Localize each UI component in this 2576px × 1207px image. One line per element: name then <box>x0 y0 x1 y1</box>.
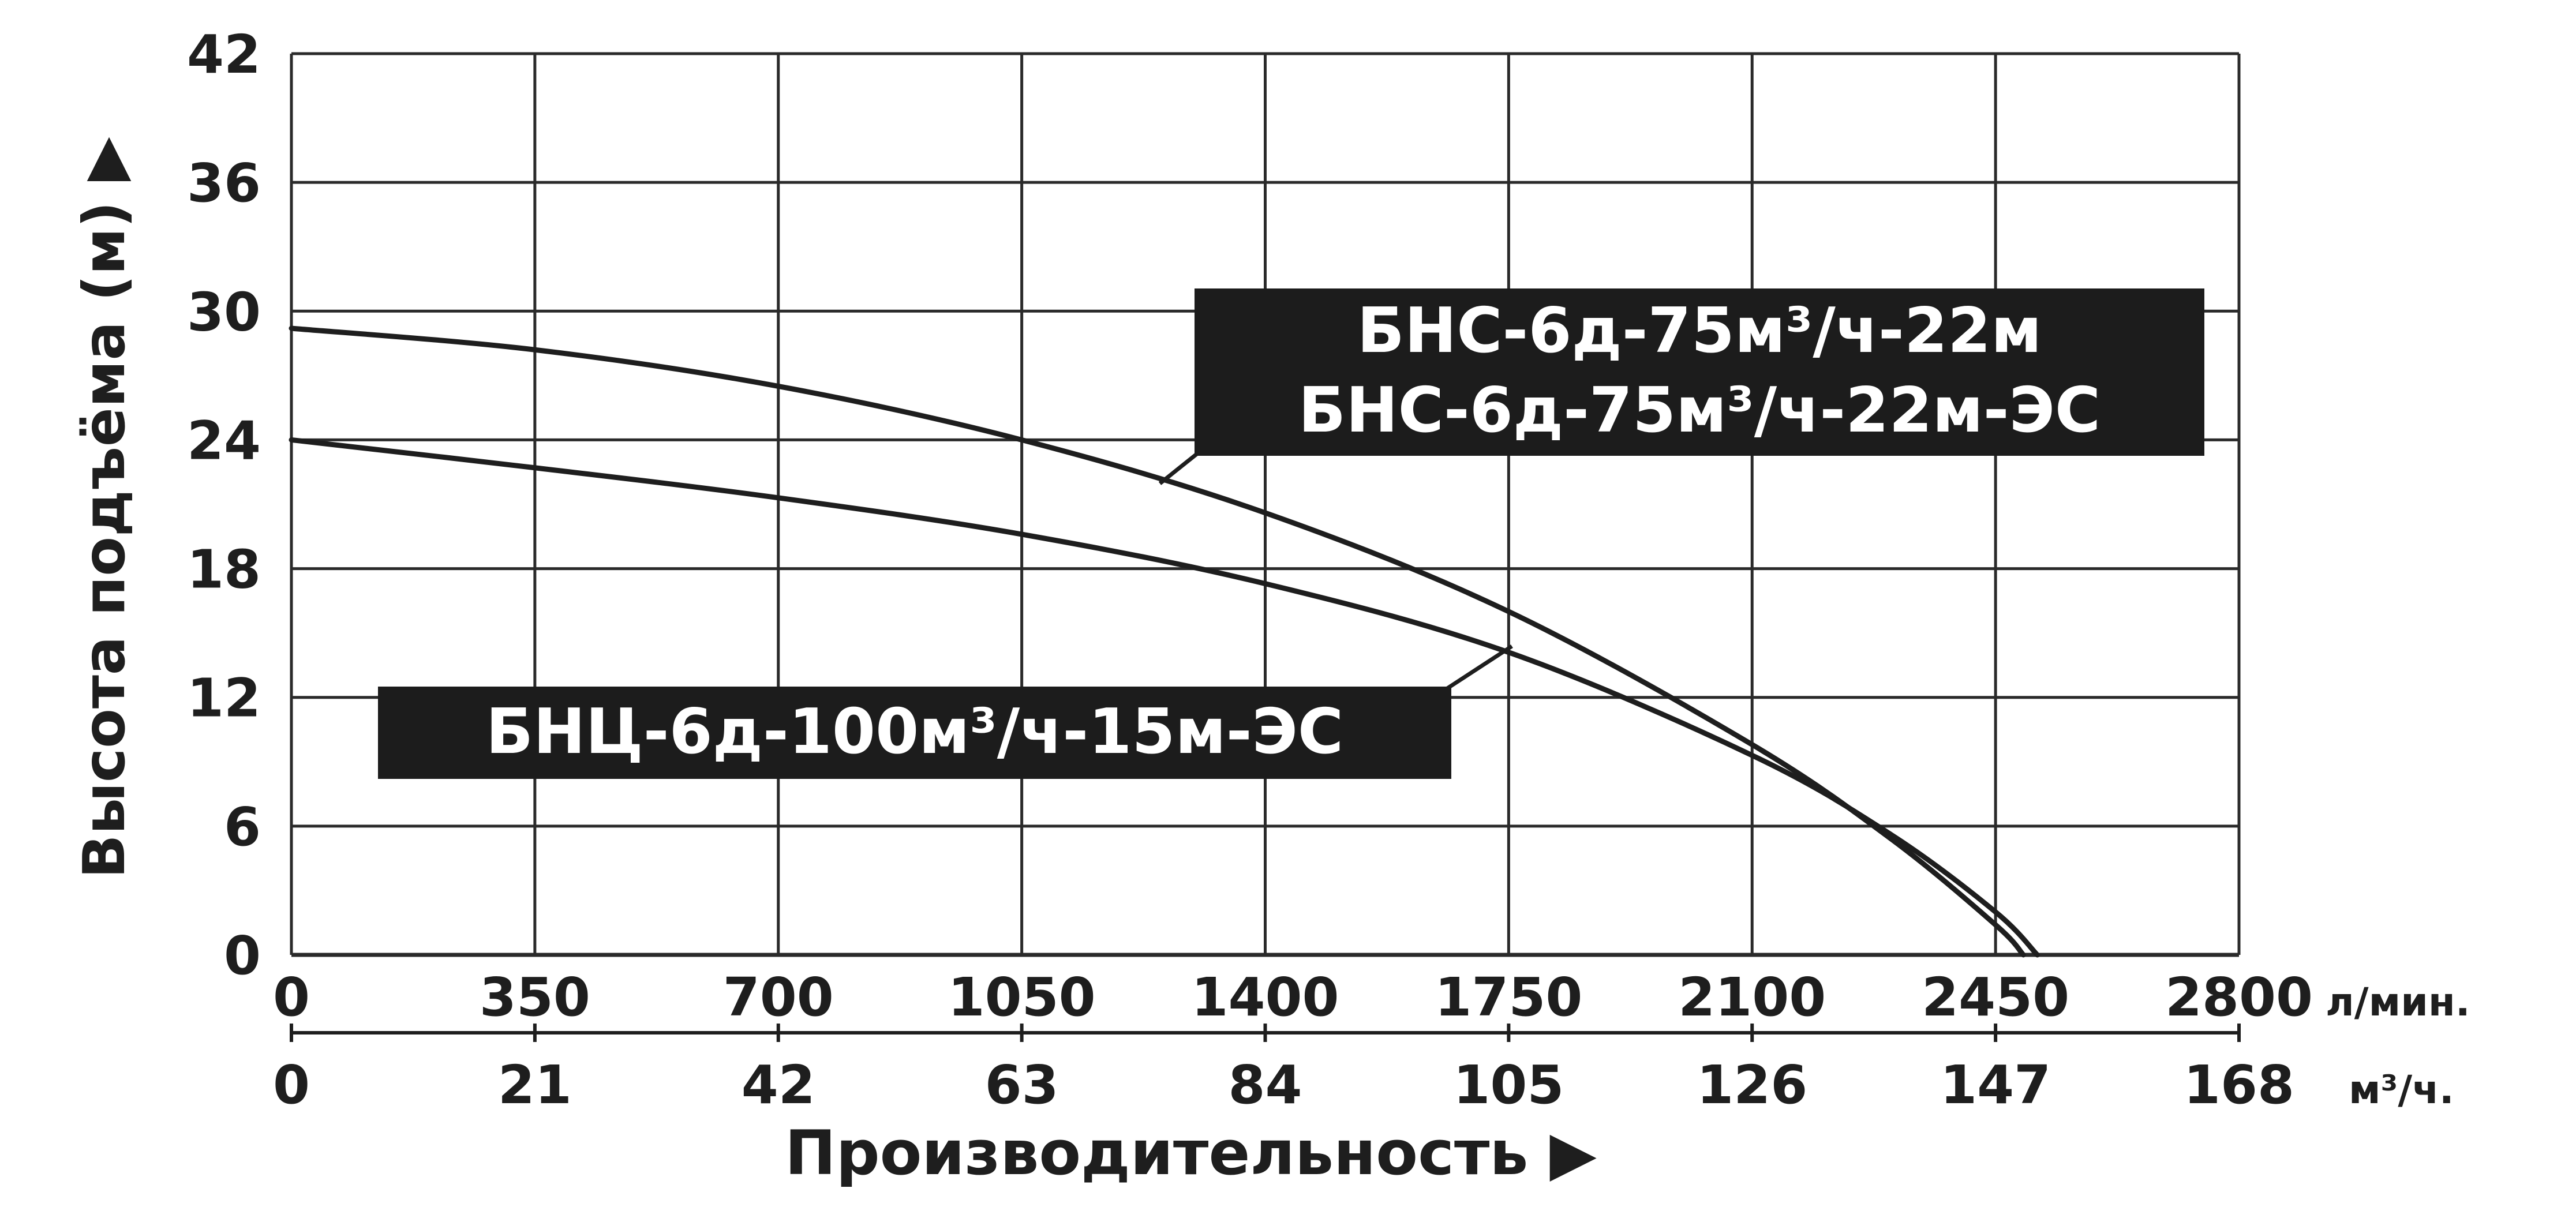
svg-text:Производительность ▶: Производительность ▶ <box>785 1118 1597 1189</box>
y-tick-label: 24 <box>187 410 261 471</box>
x-tick-label-lmin: 2450 <box>1922 966 2069 1028</box>
y-tick-label: 12 <box>187 668 261 729</box>
y-tick-label: 0 <box>224 925 261 987</box>
x-tick-label-m3h: 21 <box>498 1054 572 1116</box>
label-lower: БНЦ-6д-100м³/ч-15м-ЭС <box>378 687 1451 779</box>
x-tick-label-m3h: 126 <box>1697 1054 1807 1116</box>
y-tick-label: 36 <box>187 152 261 214</box>
x-tick-label-lmin: 700 <box>723 966 834 1028</box>
x-tick-label-m3h: 63 <box>985 1054 1059 1116</box>
x-tick-label-m3h: 42 <box>742 1054 815 1116</box>
x-tick-label-lmin: 2100 <box>1678 966 1826 1028</box>
x-tick-label-m3h: 0 <box>273 1054 310 1116</box>
x-tick-label-lmin: 350 <box>480 966 590 1028</box>
x-tick-label-lmin: 2800 <box>2165 966 2313 1028</box>
label-upper: БНС-6д-75м³/ч-22м БНС-6д-75м³/ч-22м-ЭС <box>1195 288 2204 456</box>
label-lower-text: БНЦ-6д-100м³/ч-15м-ЭС <box>486 696 1343 768</box>
x-tick-label-m3h: 105 <box>1453 1054 1564 1116</box>
y-axis-title-text: Высота подъёма (м) <box>70 201 138 879</box>
grid <box>290 52 2241 957</box>
series-line-1 <box>289 325 2026 958</box>
label-upper-line1: БНС-6д-75м³/ч-22м <box>1357 295 2042 367</box>
x-axis: 0 0 350 21 700 42 1050 63 1400 84 1750 105 2100 126 24… <box>273 966 2470 1116</box>
y-axis-title: Высота подъёма (м) ▶ <box>70 137 138 878</box>
x-tick-label-m3h: 147 <box>1940 1054 2051 1116</box>
y-axis-arrow-icon: ▶ <box>70 137 138 181</box>
x-axis-arrow-icon: ▶ <box>1549 1118 1597 1189</box>
x-unit-lmin: л/мин. <box>2326 980 2470 1025</box>
y-tick-label: 18 <box>187 539 261 601</box>
callout-line-lower <box>1444 644 1513 691</box>
label-upper-line2: БНС-6д-75м³/ч-22м-ЭС <box>1298 374 2101 447</box>
label-upper-background <box>1195 288 2204 456</box>
y-tick-labels: 0 6 12 18 24 30 36 42 <box>187 24 261 987</box>
y-tick-label: 6 <box>224 796 261 858</box>
x-tick-label-lmin: 1050 <box>948 966 1096 1028</box>
x-axis-title: Производительность ▶ <box>785 1118 1597 1189</box>
y-tick-label: 42 <box>187 24 261 85</box>
x-tick-label-m3h: 84 <box>1228 1054 1302 1116</box>
x-tick-label-m3h: 168 <box>2184 1054 2294 1116</box>
label-lower-background <box>378 687 1451 779</box>
y-tick-label: 30 <box>187 281 261 343</box>
x-tick-label-lmin: 1400 <box>1191 966 1339 1028</box>
series-line-2 <box>289 437 2040 958</box>
x-unit-m3h: м³/ч. <box>2349 1067 2454 1113</box>
x-axis-title-text: Производительность <box>785 1118 1528 1189</box>
curves <box>289 325 2040 958</box>
svg-text:Высота подъёма (м) ▶: Высота подъёма (м) ▶ <box>70 137 138 878</box>
x-tick-label-lmin: 0 <box>273 966 310 1028</box>
x-tick-label-lmin: 1750 <box>1435 966 1582 1028</box>
